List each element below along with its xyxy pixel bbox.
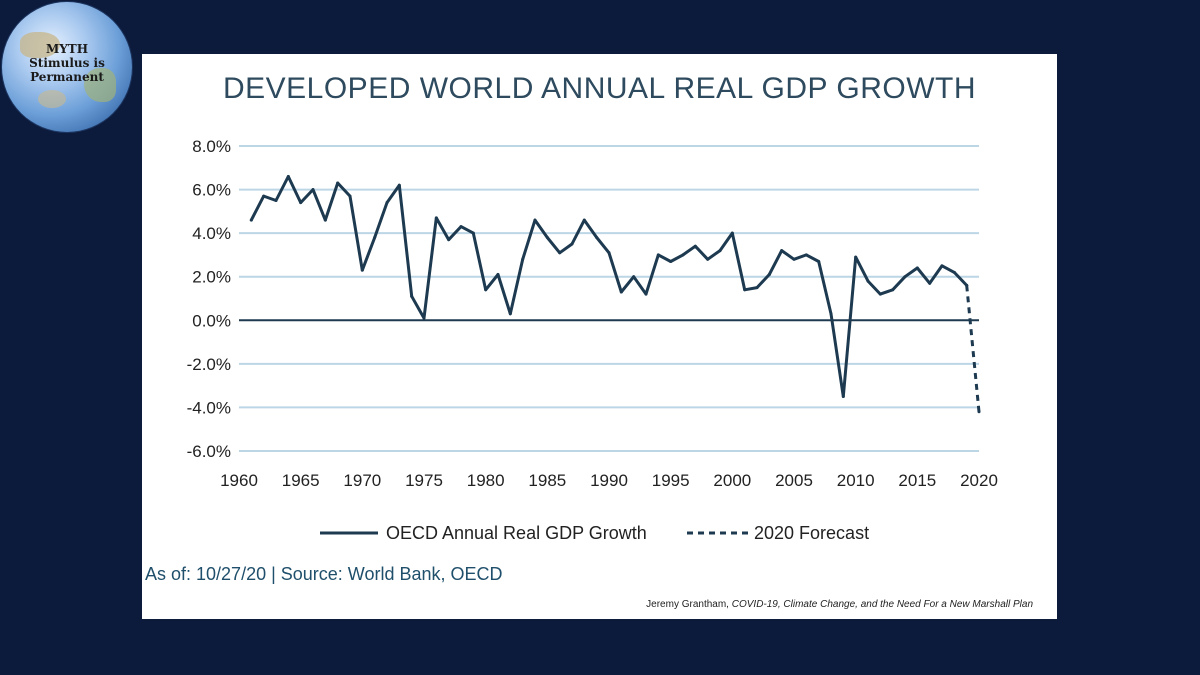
oecd-data-point xyxy=(891,288,895,292)
oecd-data-point xyxy=(570,242,574,246)
oecd-data-point xyxy=(607,251,611,255)
oecd-data-point xyxy=(373,236,377,239)
x-tick-label: 2000 xyxy=(713,471,751,490)
x-tick-label: 1965 xyxy=(282,471,320,490)
oecd-data-point xyxy=(952,270,956,274)
oecd-data-point xyxy=(385,201,389,205)
gdp-growth-chart: 8.0% 6.0% 4.0% 2.0% 0.0% -2.0% -4.0% -6.0% 1960 1… xyxy=(187,137,998,543)
x-tick-label: 1960 xyxy=(220,471,258,490)
oecd-data-point xyxy=(249,218,253,222)
oecd-data-point xyxy=(829,312,833,316)
x-tick-label: 1980 xyxy=(467,471,505,490)
globe-land-shape xyxy=(20,32,60,58)
oecd-data-point xyxy=(656,253,660,257)
oecd-data-point xyxy=(792,257,796,261)
chart-panel: DEVELOPED WORLD ANNUAL REAL GDP GROWTH 8… xyxy=(142,54,1057,619)
oecd-data-point xyxy=(299,201,303,205)
oecd-data-point xyxy=(940,264,944,268)
oecd-data-point xyxy=(804,253,808,257)
chart-title: DEVELOPED WORLD ANNUAL REAL GDP GROWTH xyxy=(222,72,977,105)
y-tick-label: 2.0% xyxy=(192,268,231,287)
y-tick-label: -4.0% xyxy=(187,398,231,417)
oecd-data-point xyxy=(311,188,315,192)
oecd-data-point xyxy=(545,236,549,239)
oecd-data-point xyxy=(718,249,722,253)
legend-label-forecast: 2020 Forecast xyxy=(754,523,869,543)
credit-work: COVID-19, Climate Change, and the Need F… xyxy=(731,599,1033,610)
myth-badge: MYTH Stimulus is Permanent xyxy=(2,2,132,132)
x-tick-label: 2015 xyxy=(898,471,936,490)
x-tick-label: 1985 xyxy=(528,471,566,490)
forecast-point xyxy=(965,283,969,287)
oecd-data-point xyxy=(854,255,858,259)
oecd-data-point xyxy=(693,244,697,248)
oecd-data-point xyxy=(286,175,290,178)
oecd-data-point xyxy=(558,251,562,255)
oecd-data-point xyxy=(496,273,500,277)
oecd-data-point xyxy=(915,266,919,270)
oecd-data-point xyxy=(644,292,648,296)
oecd-data-point xyxy=(681,253,685,257)
oecd-data-point xyxy=(582,218,586,222)
oecd-data-point xyxy=(397,183,401,187)
oecd-data-point xyxy=(262,194,266,198)
y-tick-label: 8.0% xyxy=(192,137,231,156)
credit-author: Jeremy Grantham, xyxy=(646,599,732,610)
globe-land-shape xyxy=(84,68,116,102)
oecd-data-point xyxy=(348,194,352,198)
source-note: As of: 10/27/20 | Source: World Bank, OE… xyxy=(145,564,503,584)
y-tick-label: 4.0% xyxy=(192,224,231,243)
oecd-data-point xyxy=(447,238,451,242)
oecd-data-point xyxy=(459,225,463,229)
oecd-data-point xyxy=(755,286,759,290)
oecd-data-point xyxy=(632,275,636,279)
oecd-data-point xyxy=(595,236,599,239)
oecd-data-point xyxy=(706,257,710,261)
oecd-data-point xyxy=(817,259,821,263)
x-tick-label: 1975 xyxy=(405,471,443,490)
oecd-data-point xyxy=(866,279,870,283)
oecd-data-point xyxy=(767,273,771,277)
oecd-data-point xyxy=(743,288,747,292)
globe-land-shape xyxy=(38,90,66,108)
y-tick-label: 6.0% xyxy=(192,181,231,200)
credit-line: Jeremy Grantham, COVID-19, Climate Chang… xyxy=(646,599,1033,610)
oecd-data-point xyxy=(619,290,623,294)
x-tick-label: 1970 xyxy=(343,471,381,490)
oecd-data-point xyxy=(521,257,525,261)
oecd-data-point xyxy=(434,216,438,220)
x-tick-label: 2005 xyxy=(775,471,813,490)
badge-line-2: Stimulus is xyxy=(29,56,105,70)
x-tick-label: 1995 xyxy=(652,471,690,490)
oecd-data-point xyxy=(669,259,673,263)
oecd-data-point xyxy=(323,218,327,222)
oecd-data-point xyxy=(780,249,784,253)
oecd-data-point xyxy=(841,395,845,399)
oecd-data-point xyxy=(928,281,932,285)
oecd-data-point xyxy=(533,218,537,222)
oecd-data-point xyxy=(336,181,340,185)
oecd-data-point xyxy=(274,198,278,202)
oecd-data-point xyxy=(878,292,882,296)
y-tick-label: -6.0% xyxy=(187,442,231,461)
badge-line-3: Permanent xyxy=(30,70,104,84)
legend-label-oecd: OECD Annual Real GDP Growth xyxy=(386,523,647,543)
oecd-data-point xyxy=(484,288,488,292)
x-tick-label: 1990 xyxy=(590,471,628,490)
x-tick-label: 2010 xyxy=(837,471,875,490)
y-tick-label: 0.0% xyxy=(192,311,231,330)
badge-line-1: MYTH xyxy=(45,42,89,56)
oecd-data-point xyxy=(730,231,734,235)
oecd-data-point xyxy=(410,294,414,298)
y-tick-label: -2.0% xyxy=(187,355,231,374)
x-tick-label: 2020 xyxy=(960,471,998,490)
oecd-data-point xyxy=(422,316,426,320)
oecd-data-point xyxy=(508,312,512,316)
forecast-series-line xyxy=(965,285,981,412)
oecd-data-point xyxy=(471,231,475,235)
forecast-point xyxy=(977,410,981,414)
oecd-data-point xyxy=(360,268,364,272)
badge-text: MYTH Stimulus is Permanent xyxy=(2,42,132,84)
oecd-data-point xyxy=(903,275,907,279)
